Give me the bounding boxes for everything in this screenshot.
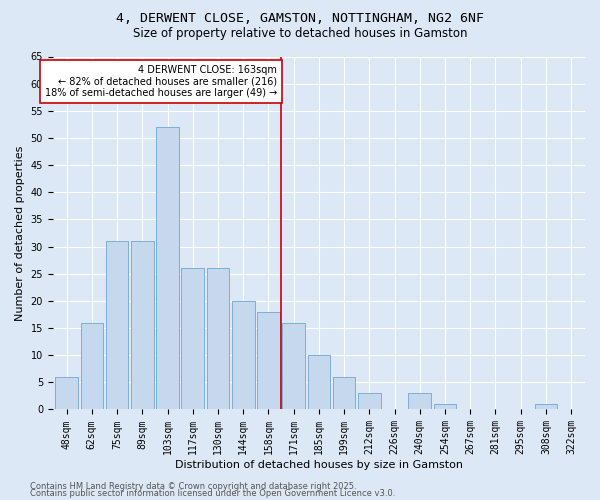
Text: Contains HM Land Registry data © Crown copyright and database right 2025.: Contains HM Land Registry data © Crown c…	[30, 482, 356, 491]
Y-axis label: Number of detached properties: Number of detached properties	[15, 146, 25, 320]
Bar	[308, 355, 330, 410]
Bar	[358, 393, 380, 409]
Bar	[232, 301, 254, 410]
Bar	[206, 268, 229, 410]
Bar	[131, 241, 154, 410]
Bar	[434, 404, 457, 409]
Bar	[55, 377, 78, 410]
Text: Size of property relative to detached houses in Gamston: Size of property relative to detached ho…	[133, 28, 467, 40]
Bar	[333, 377, 355, 410]
Bar	[535, 404, 557, 409]
Text: Contains public sector information licensed under the Open Government Licence v3: Contains public sector information licen…	[30, 488, 395, 498]
Bar	[283, 322, 305, 410]
X-axis label: Distribution of detached houses by size in Gamston: Distribution of detached houses by size …	[175, 460, 463, 470]
Bar	[181, 268, 204, 410]
Text: 4 DERWENT CLOSE: 163sqm
← 82% of detached houses are smaller (216)
18% of semi-d: 4 DERWENT CLOSE: 163sqm ← 82% of detache…	[45, 64, 277, 98]
Text: 4, DERWENT CLOSE, GAMSTON, NOTTINGHAM, NG2 6NF: 4, DERWENT CLOSE, GAMSTON, NOTTINGHAM, N…	[116, 12, 484, 26]
Bar	[80, 322, 103, 410]
Bar	[409, 393, 431, 409]
Bar	[106, 241, 128, 410]
Bar	[156, 127, 179, 410]
Bar	[257, 312, 280, 410]
